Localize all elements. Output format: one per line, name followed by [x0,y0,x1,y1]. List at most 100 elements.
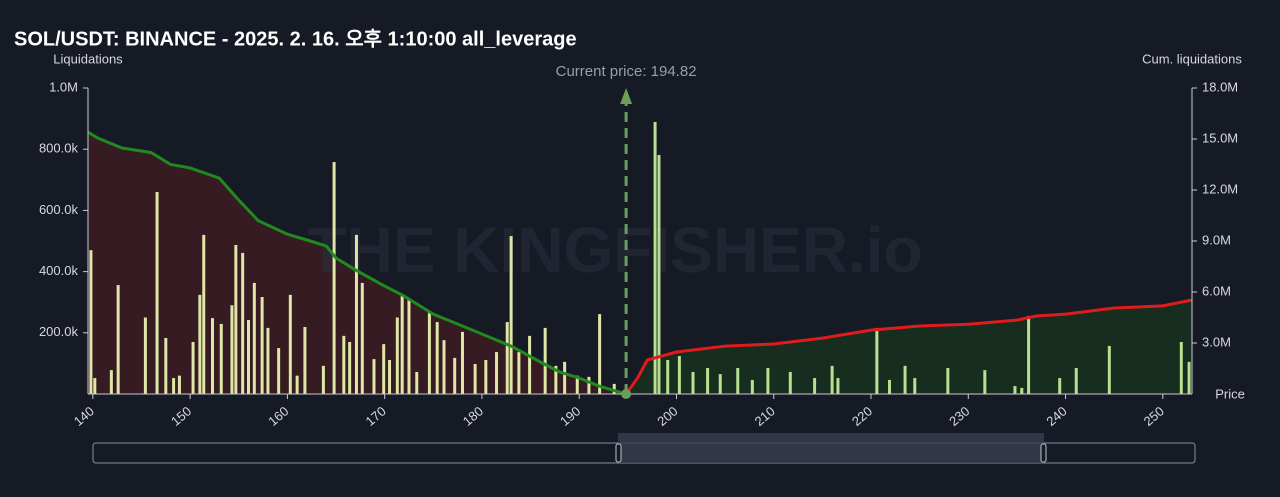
bar [666,360,670,394]
bar [718,374,722,394]
bar [89,250,93,394]
bar [295,375,299,394]
y-tick-label: 400.0k [39,263,79,278]
bar [946,367,950,394]
y-tick-label: 800.0k [39,141,79,156]
bar [415,371,419,394]
bar [460,331,464,394]
bar [598,314,602,394]
bar [109,370,113,394]
bar [342,335,346,394]
bar [1074,367,1078,394]
navigator-handle[interactable] [615,443,622,463]
bar [691,371,695,394]
bar [1107,345,1111,394]
bar [505,322,509,394]
bar [116,285,120,394]
bar [382,344,386,394]
x-tick-label: 140 [71,403,97,428]
bar [830,365,834,394]
watermark: THE KINGFISHER.io [307,214,922,286]
navigator[interactable] [92,433,1196,464]
bar [813,378,817,394]
navigator-window[interactable] [618,433,1044,463]
navigator-handle[interactable] [1040,443,1047,463]
cumulative-line [87,130,627,396]
bar [612,383,616,394]
bar [202,234,206,394]
bar [517,352,521,394]
y2-tick-label: 6.0M [1202,283,1231,298]
bar [177,375,181,394]
x-tick-label: 200 [654,403,680,428]
bar [453,357,457,394]
bar [435,322,439,394]
bar [788,371,792,394]
current-price-arrow [620,88,633,104]
y-tick-label: 200.0k [39,324,79,339]
bar [1013,386,1017,394]
bar [1058,378,1062,394]
bar [372,359,376,394]
x-tick-label: 210 [752,403,778,428]
bar [575,375,579,394]
bar [1020,387,1024,394]
bar [509,236,513,394]
bar [875,327,879,394]
bar [766,367,770,394]
bar [288,294,292,394]
bar [750,379,754,394]
bar [93,378,97,394]
bar [191,341,195,394]
bar [172,378,176,394]
bar [442,340,446,394]
current-price-dot [621,389,632,399]
bar [395,317,399,394]
bar [903,365,907,394]
x-tick-label: 230 [946,403,972,428]
bar [495,352,499,394]
bar [155,192,159,394]
bar [260,296,264,394]
y-tick-label: 1.0M [49,79,78,94]
bar [303,326,307,394]
bar [1179,341,1183,394]
bar [983,370,987,394]
watermark-group: THE KINGFISHER.io [307,214,922,286]
bar [913,378,917,394]
bar [706,367,710,394]
bar [332,162,336,394]
bar [241,252,245,394]
y2-tick-label: 3.0M [1202,334,1231,349]
current-price-label: Current price: 194.82 [556,63,697,80]
bar [653,121,657,394]
bar [211,318,215,394]
x-tick-label: 240 [1043,403,1069,428]
bar [198,294,202,394]
y2-axis-label: Cum. liquidations [1142,51,1242,66]
bar [887,379,891,394]
bar [587,376,591,394]
bar [677,356,681,394]
bar [219,323,223,394]
bar [836,378,840,394]
bar [1027,315,1031,394]
y2-tick-label: 9.0M [1202,232,1231,247]
bar [360,282,364,394]
x-tick-label: 150 [168,403,194,428]
bar [400,296,404,394]
y2-tick-label: 15.0M [1202,130,1238,145]
y2-tick-label: 12.0M [1202,181,1238,196]
cumulative-line [624,298,1193,395]
bar [230,305,234,394]
bar [143,317,147,394]
bar [657,155,661,394]
x-tick-label: 190 [557,403,583,428]
y-tick-label: 600.0k [39,202,79,217]
bar [277,348,281,394]
y2-tick-label: 18.0M [1202,79,1238,94]
x-axis-label: Price [1215,386,1245,401]
bar [543,327,547,394]
x-tick-label: 180 [460,403,486,428]
